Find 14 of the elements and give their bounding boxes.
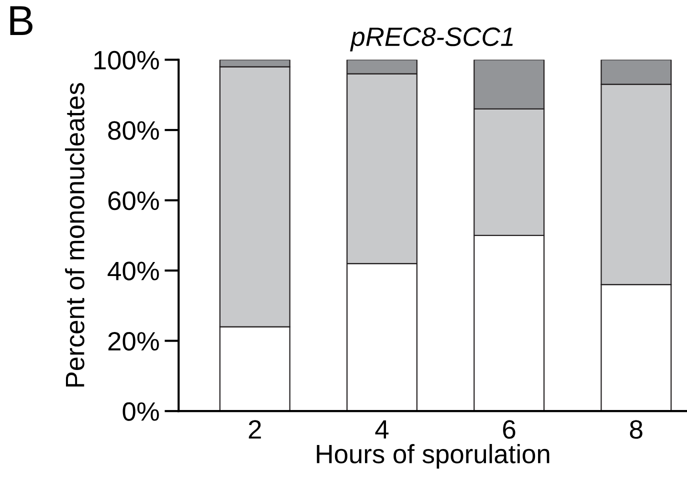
y-tick-label: 40%	[108, 262, 159, 280]
y-tick-label: 20%	[108, 332, 159, 351]
x-tick-label: 4	[375, 420, 389, 439]
text: B	[10, 6, 32, 35]
y-tick-label: 60%	[108, 191, 159, 210]
y-tick-label: 80%	[108, 121, 159, 140]
chart-title: pREC8-SCC1	[350, 27, 513, 52]
x-tick-label: 2	[248, 420, 261, 439]
y-tick-label: 100%	[94, 50, 159, 70]
y-tick-label: 0%	[122, 402, 159, 421]
x-axis-title: Hours of sporulation	[316, 444, 550, 469]
x-tick-label: 8	[630, 420, 642, 439]
x-tick-label: 6	[503, 420, 516, 439]
y-axis-title: Percent of mononucleates	[65, 83, 84, 387]
